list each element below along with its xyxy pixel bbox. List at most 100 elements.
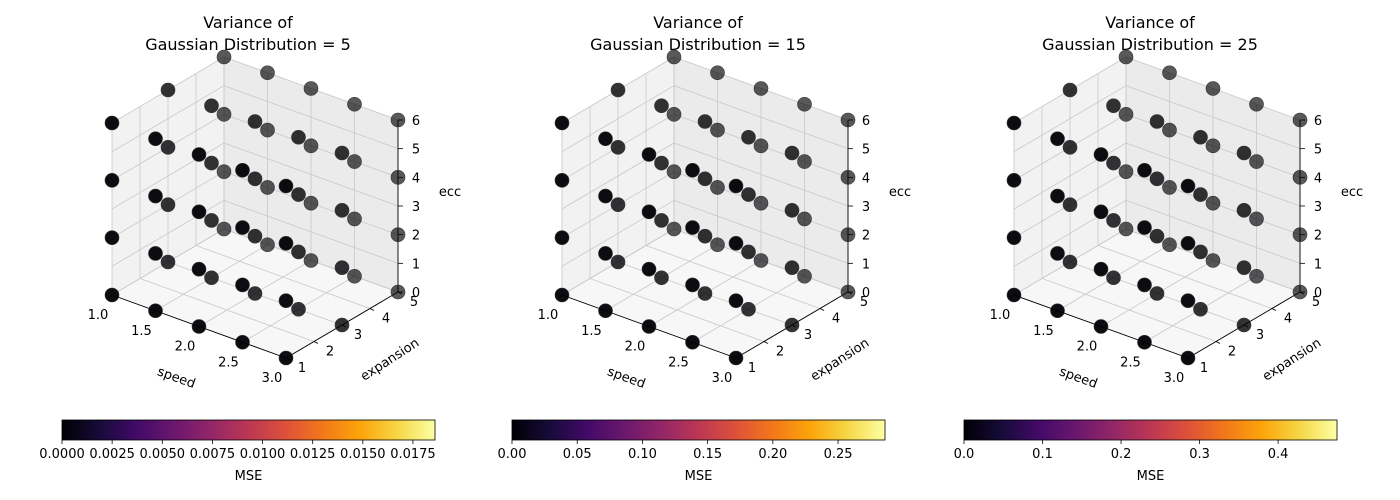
data-point (247, 171, 263, 187)
data-point (1062, 140, 1078, 155)
z-gridline (1125, 199, 1301, 264)
x-axis-label: speed (155, 364, 197, 392)
y-tick (313, 341, 319, 344)
data-point (1205, 138, 1221, 154)
data-point (741, 244, 756, 260)
x-tick-label: 1.5 (581, 324, 602, 339)
data-point (685, 334, 700, 350)
data-point (1193, 129, 1208, 145)
data-point (741, 187, 756, 202)
y-tick-label: 1 (298, 361, 306, 376)
data-point (278, 350, 294, 366)
data-point (334, 203, 350, 218)
data-point (1149, 228, 1165, 244)
data-point (685, 277, 700, 293)
z-tick-label: 3 (1314, 200, 1322, 215)
data-point (1193, 187, 1208, 202)
data-point (247, 228, 263, 244)
x-tick-label: 2.5 (668, 355, 689, 370)
data-point (191, 319, 207, 334)
data-point (1118, 164, 1134, 179)
data-point (728, 293, 744, 308)
y-axis-label: expansion (1260, 336, 1324, 385)
data-point (610, 140, 626, 155)
data-point (104, 115, 120, 131)
z-gridline (1125, 85, 1301, 150)
data-point (1292, 170, 1308, 185)
data-point (654, 155, 669, 171)
z-tick-label: 3 (862, 200, 870, 215)
data-point (260, 180, 275, 195)
x-tick-label: 2.5 (218, 355, 239, 370)
data-point (160, 140, 176, 155)
z-tick-label: 0 (1314, 286, 1322, 301)
data-point (191, 204, 207, 220)
data-point (784, 260, 800, 275)
data-point (654, 213, 669, 228)
data-point (666, 107, 682, 122)
data-point (554, 230, 570, 245)
z-tick-label: 5 (862, 143, 870, 158)
data-point (728, 350, 744, 366)
data-point (1050, 188, 1065, 204)
data-point (204, 155, 219, 171)
data-point (641, 147, 657, 162)
colorbar-label: MSE (235, 469, 263, 484)
z-gridline (223, 142, 399, 207)
data-point (840, 284, 856, 300)
data-point (191, 147, 207, 162)
y-axis-label: expansion (808, 336, 872, 385)
data-point (554, 287, 570, 303)
z-tick-label: 1 (1314, 257, 1322, 272)
data-point (1050, 303, 1065, 319)
data-point (347, 268, 362, 284)
data-point (278, 236, 294, 251)
data-point (741, 301, 756, 317)
data-point (1050, 131, 1065, 147)
data-point (1205, 81, 1221, 96)
y-tick-label: 1 (748, 361, 756, 376)
data-point (666, 221, 682, 237)
data-point (334, 317, 350, 333)
y-axis-label: expansion (358, 336, 422, 385)
data-point (1149, 114, 1165, 129)
z-gridline (223, 199, 399, 264)
data-point (260, 65, 275, 81)
x-tick-label: 2.0 (1077, 340, 1098, 355)
data-point (216, 221, 232, 237)
colorbar-tick-label: 0.0025 (89, 447, 135, 462)
y-tick-label: 3 (1256, 328, 1264, 343)
data-point (697, 114, 713, 129)
data-point (1249, 268, 1264, 284)
data-point (160, 82, 176, 98)
data-point (204, 270, 219, 286)
y-gridline (195, 245, 371, 309)
data-point (1205, 253, 1221, 268)
y-tick-label: 3 (804, 328, 812, 343)
data-point (1236, 145, 1252, 161)
data-point (840, 112, 856, 128)
x-tick-label: 1.0 (990, 308, 1011, 323)
data-point (235, 334, 250, 350)
data-point (685, 220, 700, 235)
data-point (1062, 197, 1078, 212)
colorbar (963, 419, 1338, 441)
colorbar-tick-label: 0.0 (954, 447, 975, 462)
x-axis-label: speed (605, 364, 647, 392)
data-point (1118, 107, 1134, 122)
data-point (347, 154, 362, 169)
data-point (390, 112, 406, 128)
data-point (753, 138, 769, 154)
z-gridline (673, 142, 849, 207)
z-tick-label: 1 (862, 257, 870, 272)
data-point (797, 154, 812, 169)
data-point (204, 98, 219, 114)
data-point (235, 277, 250, 293)
data-point (278, 178, 294, 194)
data-point (303, 138, 319, 154)
data-point (160, 254, 176, 270)
data-point (260, 122, 275, 138)
data-point (291, 129, 306, 145)
